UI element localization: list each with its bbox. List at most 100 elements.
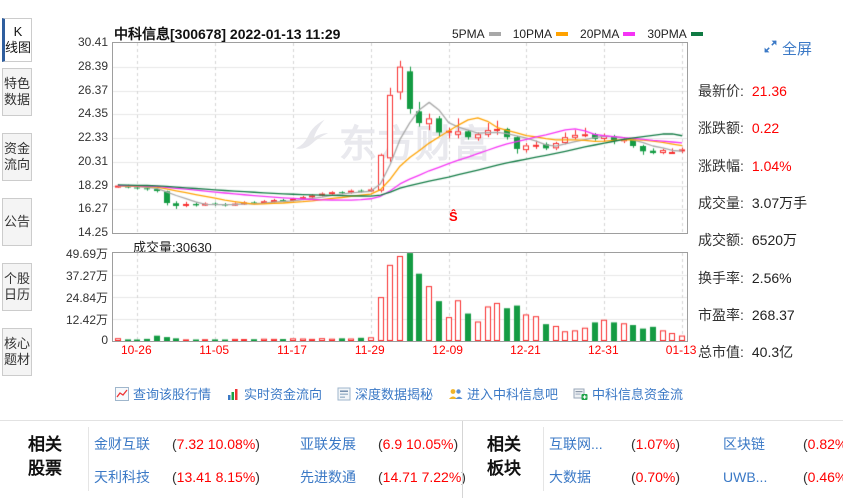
legend-swatch (690, 32, 703, 36)
related-board-value: (0.70%) (631, 468, 681, 485)
price-tick: 20.31 (77, 153, 108, 168)
legend-label: 10PMA (512, 27, 553, 41)
price-tick: 14.25 (77, 225, 108, 239)
legend-label: 20PMA (580, 27, 620, 41)
volume-tick: 12.42万 (65, 313, 108, 327)
sidebar-tab-fund-flow[interactable]: 资金 流向 (2, 133, 32, 181)
date-tick: 12-31 (587, 343, 619, 357)
price-tick: 16.27 (77, 201, 108, 216)
price-tick: 28.39 (77, 58, 108, 73)
date-tick: 12-21 (510, 343, 541, 357)
stat-label: 涨跌幅: (698, 157, 744, 174)
related-stock-name[interactable]: 亚联发展 (300, 435, 356, 452)
price-tick: 30.41 (77, 35, 108, 49)
link-label: 深度数据揭秘 (354, 387, 433, 402)
volume-canvas[interactable] (113, 253, 687, 341)
price-tick: 18.29 (77, 177, 108, 192)
sidebar-tab-core-theme[interactable]: 核心 题材 (2, 328, 32, 376)
stat-label: 换手率: (698, 269, 744, 286)
sell-signal-marker: Ŝ (449, 209, 458, 224)
related-board-name[interactable]: 大数据 (549, 468, 591, 485)
link-stock-fundflow[interactable]: 中科信息资金流 (573, 384, 683, 403)
related-panel: 相关 股票 金财互联 (7.32 10.08%) 亚联发展 (6.9 10.05%) 天… (0, 420, 843, 498)
stat-row: 成交额: 6520万 (698, 230, 840, 250)
legend-swatch (556, 32, 569, 36)
stat-value: 40.3亿 (751, 344, 794, 361)
sidebar-tab-stock-calendar[interactable]: 个股 日历 (2, 263, 32, 311)
stat-value: 6520万 (751, 232, 798, 249)
date-tick: 01-13 (665, 343, 697, 357)
stat-row: 成交量: 3.07万手 (698, 193, 840, 213)
price-tick: 26.37 (77, 82, 108, 97)
stat-label: 涨跌额: (698, 120, 744, 137)
related-boards-list: 互联网... (1.07%) 区块链 (0.82%) 大数据 (0.70%) UWB... (… (549, 427, 843, 493)
quick-links-row: 查询该股行情 实时资金流向 深度数据揭秘 进入中科信息吧 中科信息资金流 (110, 384, 688, 403)
sidebar-tab-special-data[interactable]: 特色 数据 (2, 68, 32, 116)
bar-chart-icon (226, 387, 240, 401)
link-realtime-fundflow[interactable]: 实时资金流向 (226, 384, 322, 403)
volume-title-label: 成交量: (133, 240, 176, 255)
separator (88, 427, 89, 491)
stat-label: 总市值: (698, 344, 744, 361)
related-boards-title: 相关 板块 (487, 435, 521, 478)
price-tick: 24.35 (77, 106, 108, 121)
volume-tick: 49.69万 (65, 247, 108, 261)
date-tick: 11-29 (354, 343, 385, 357)
related-stock-value: (13.41 8.15%) (172, 468, 260, 485)
related-stock-name[interactable]: 金财互联 (94, 435, 150, 452)
stat-row: 总市值: 40.3亿 (698, 342, 840, 362)
stat-label: 市盈率: (698, 306, 744, 323)
related-stock-name[interactable]: 先进数通 (300, 468, 356, 485)
divider (462, 421, 463, 498)
link-label: 进入中科信息吧 (467, 387, 559, 402)
stat-value: 1.04% (751, 157, 792, 174)
related-stock-value: (14.71 7.22%) (378, 468, 466, 485)
link-deep-data[interactable]: 深度数据揭秘 (337, 384, 433, 403)
stat-value: 0.22 (751, 120, 780, 137)
related-board-name[interactable]: 互联网... (549, 435, 603, 452)
volume-tick: 37.27万 (65, 269, 108, 283)
related-board-value: (1.07%) (631, 435, 681, 452)
related-stocks-list: 金财互联 (7.32 10.08%) 亚联发展 (6.9 10.05%) 天利科技 (13… (94, 427, 496, 493)
legend-label: 30PMA (647, 27, 687, 41)
related-board-value: (0.46%) (803, 468, 843, 485)
stat-label: 成交额: (698, 232, 744, 249)
separator (543, 427, 544, 491)
stat-row: 最新价: 21.36 (698, 81, 840, 101)
link-label: 中科信息资金流 (592, 387, 684, 402)
fullscreen-button[interactable]: 全屏 (763, 38, 812, 59)
kline-canvas[interactable] (113, 43, 687, 233)
volume-tick: 24.84万 (65, 291, 108, 305)
related-board-name[interactable]: UWB... (723, 468, 768, 485)
link-label: 实时资金流向 (243, 387, 322, 402)
date-tick: 11-17 (277, 343, 307, 357)
related-board-name[interactable]: 区块链 (723, 435, 765, 452)
date-tick: 12-09 (432, 343, 463, 357)
stat-label: 成交量: (698, 194, 744, 211)
stat-value: 21.36 (751, 83, 787, 99)
stat-value: 268.37 (751, 306, 795, 323)
legend-swatch (488, 32, 501, 36)
stat-row: 涨跌额: 0.22 (698, 118, 840, 138)
line-chart-icon (114, 386, 129, 401)
document-icon (337, 387, 351, 401)
fullscreen-label: 全屏 (782, 41, 813, 58)
stat-value: 2.56% (751, 269, 792, 286)
stat-row: 涨跌幅: 1.04% (698, 156, 840, 176)
related-stock-value: (7.32 10.08%) (172, 435, 260, 452)
stat-label: 最新价: (698, 83, 744, 99)
volume-title-value: 30630 (175, 240, 212, 255)
fullscreen-icon (763, 39, 778, 58)
price-tick: 22.33 (77, 130, 108, 144)
sidebar-tab-kline[interactable]: K 线图 (2, 18, 32, 62)
related-stock-value: (6.9 10.05%) (378, 435, 459, 452)
date-tick: 11-05 (199, 343, 230, 357)
link-view-quote[interactable]: 查询该股行情 (114, 384, 211, 403)
related-stock-name[interactable]: 天利科技 (94, 468, 150, 485)
legend-item-30pma: 30PMA (647, 27, 703, 41)
legend-item-10pma: 10PMA (512, 27, 569, 41)
people-icon (448, 387, 463, 401)
link-stock-bar[interactable]: 进入中科信息吧 (448, 384, 558, 403)
sidebar-tab-announcement[interactable]: 公告 (2, 198, 32, 246)
